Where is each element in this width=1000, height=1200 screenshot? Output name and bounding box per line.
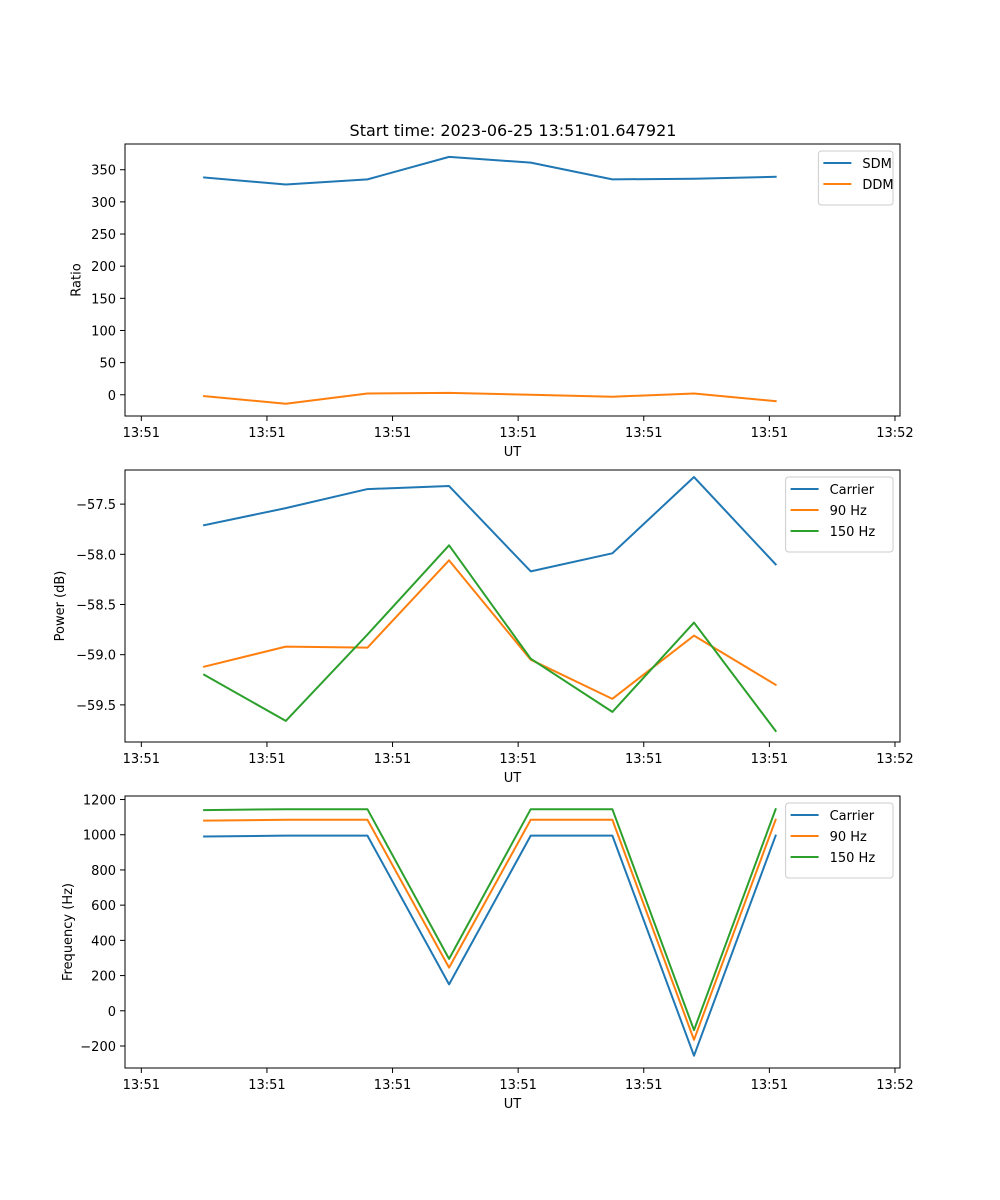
legend-box	[785, 476, 894, 553]
series-line-150-hz	[202, 544, 778, 733]
x-axis-label: UT	[504, 445, 522, 460]
y-tick-label: 100	[91, 324, 116, 339]
x-tick-label: 13:51	[751, 1078, 788, 1093]
chart-panel-2: 13:51 13:51 13:51 13:51 13:51 13:51 13:52 −59.5…	[53, 469, 914, 786]
legend: SDM DDM	[817, 150, 894, 206]
legend-label: Carrier	[830, 483, 875, 498]
y-tick-label: 800	[91, 864, 116, 879]
series-line-ddm	[203, 391, 777, 405]
y-tick-label: 350	[91, 164, 116, 179]
y-tick-label: 200	[91, 970, 116, 985]
y-tick-label: 1000	[83, 829, 116, 844]
x-tick-label: 13:52	[876, 1078, 913, 1093]
legend-box	[817, 150, 894, 206]
x-tick-label: 13:51	[625, 1078, 662, 1093]
x-axis-label: UT	[504, 1097, 522, 1112]
y-tick-label: −57.5	[76, 498, 116, 513]
x-tick-label: 13:51	[248, 752, 285, 767]
legend-label: 150 Hz	[830, 525, 876, 540]
y-tick-label: 0	[108, 1005, 116, 1020]
legend-label: Carrier	[830, 809, 875, 824]
x-tick-label: 13:51	[248, 1078, 285, 1093]
series-line-carrier	[203, 834, 777, 1057]
x-tick-label: 13:51	[625, 752, 662, 767]
y-tick-label: −200	[80, 1040, 116, 1055]
series-line-90-hz	[202, 559, 778, 700]
legend-label: 90 Hz	[830, 830, 867, 845]
x-tick-label: 13:52	[876, 426, 913, 441]
y-tick-label: 0	[108, 389, 116, 404]
x-tick-label: 13:51	[499, 752, 536, 767]
x-tick-label: 13:51	[123, 752, 160, 767]
plot-frame	[124, 795, 901, 1069]
y-tick-label: 250	[91, 228, 116, 243]
series-line-sdm	[203, 155, 777, 186]
y-tick-label: 600	[91, 899, 116, 914]
y-tick-label: 50	[99, 357, 116, 372]
chart-panel-3: 13:51 13:51 13:51 13:51 13:51 13:51 13:52 −200 0…	[61, 794, 914, 1112]
x-tick-label: 13:51	[499, 426, 536, 441]
y-tick-label: −58.0	[76, 548, 116, 563]
legend-label: SDM	[862, 157, 891, 172]
figure-title: Start time: 2023-06-25 13:51:01.647921	[350, 121, 677, 140]
x-tick-label: 13:51	[374, 1078, 411, 1093]
x-tick-label: 13:51	[123, 426, 160, 441]
y-tick-label: 200	[91, 260, 116, 275]
legend-label: 90 Hz	[830, 504, 867, 519]
x-tick-label: 13:52	[876, 752, 913, 767]
y-tick-label: −59.5	[76, 699, 116, 714]
legend-box	[785, 802, 894, 879]
plot-frame	[124, 143, 901, 417]
x-tick-label: 13:51	[374, 426, 411, 441]
chart-panel-1: 13:51 13:51 13:51 13:51 13:51 13:51 13:52 0 50 10…	[69, 143, 914, 460]
x-tick-label: 13:51	[751, 752, 788, 767]
y-tick-label: 150	[91, 292, 116, 307]
y-tick-label: −59.0	[76, 649, 116, 664]
legend-label: 150 Hz	[830, 851, 876, 866]
y-tick-label: 400	[91, 934, 116, 949]
x-tick-label: 13:51	[374, 752, 411, 767]
series-line-carrier	[202, 476, 778, 573]
x-axis-label: UT	[504, 771, 522, 786]
legend: Carrier 90 Hz 150 Hz	[785, 476, 894, 553]
legend: Carrier 90 Hz 150 Hz	[785, 802, 894, 879]
y-tick-label: −58.5	[76, 598, 116, 613]
y-axis-label: Frequency (Hz)	[61, 883, 76, 981]
x-tick-label: 13:51	[123, 1078, 160, 1093]
x-tick-label: 13:51	[625, 426, 662, 441]
x-tick-label: 13:51	[499, 1078, 536, 1093]
y-axis-label: Power (dB)	[53, 571, 68, 642]
x-tick-label: 13:51	[751, 426, 788, 441]
y-tick-label: 300	[91, 196, 116, 211]
y-tick-label: 1200	[83, 794, 116, 809]
y-axis-label: Ratio	[69, 263, 84, 296]
series-line-90-hz	[203, 818, 777, 1041]
plot-frame	[124, 469, 901, 743]
legend-label: DDM	[862, 178, 893, 193]
series-line-150-hz	[203, 807, 777, 1032]
x-tick-label: 13:51	[248, 426, 285, 441]
